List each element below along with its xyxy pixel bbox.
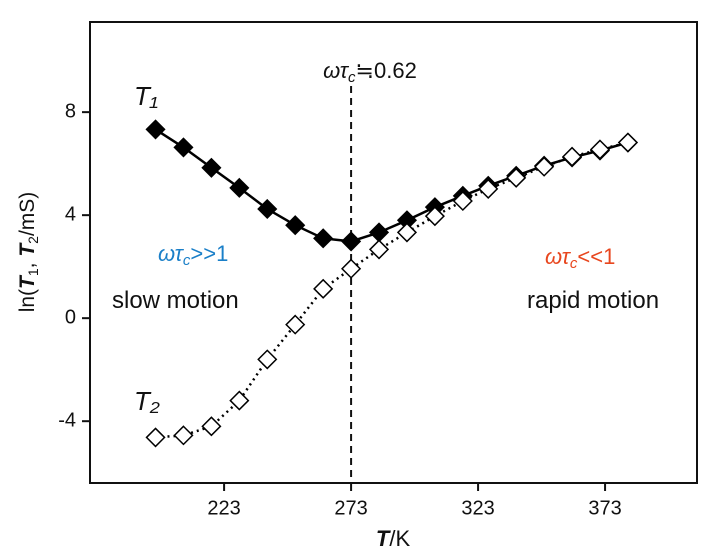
marker — [313, 228, 334, 249]
marker — [452, 190, 473, 212]
annotation: rapid motion — [527, 287, 659, 314]
marker — [506, 167, 527, 188]
series-label: T₁ — [134, 81, 158, 111]
marker — [201, 416, 222, 437]
marker — [229, 177, 250, 198]
marker — [368, 239, 390, 260]
marker — [229, 390, 250, 411]
marker — [424, 206, 445, 227]
marker — [201, 157, 222, 178]
x-tick-label: 373 — [588, 497, 621, 519]
marker — [285, 215, 306, 236]
annotation: ωτc<<1 — [545, 244, 615, 272]
y-tick-label: 8 — [65, 100, 76, 122]
marker — [478, 178, 499, 199]
x-tick-label: 223 — [207, 497, 240, 519]
y-axis-label: ln(T1, T2/mS) — [16, 192, 41, 313]
y-tick-label: -4 — [58, 409, 76, 431]
plot-frame — [89, 21, 698, 484]
marker — [534, 156, 555, 177]
marker — [617, 132, 638, 153]
marker — [145, 119, 166, 140]
marker — [561, 146, 583, 167]
marker — [341, 231, 362, 252]
annotation: slow motion — [112, 287, 239, 314]
x-tick-label: 323 — [461, 497, 494, 519]
marker — [285, 314, 306, 335]
x-axis-label: T/K — [376, 526, 411, 551]
marker — [173, 137, 194, 158]
marker — [368, 222, 390, 243]
marker — [145, 427, 166, 448]
marker — [257, 349, 278, 370]
marker — [257, 198, 278, 220]
marker — [313, 278, 334, 299]
marker — [173, 425, 194, 446]
y-tick-label: 4 — [65, 203, 76, 225]
series-label: T₂ — [134, 386, 160, 416]
marker — [341, 258, 362, 279]
annotation: ωτc>>1 — [158, 241, 228, 269]
series-line — [154, 128, 629, 243]
x-tick-label: 273 — [334, 497, 367, 519]
vline-label: ωτc≒0.62 — [323, 58, 417, 86]
marker — [589, 139, 611, 160]
y-tick-label: 0 — [65, 306, 76, 328]
marker — [396, 222, 418, 243]
